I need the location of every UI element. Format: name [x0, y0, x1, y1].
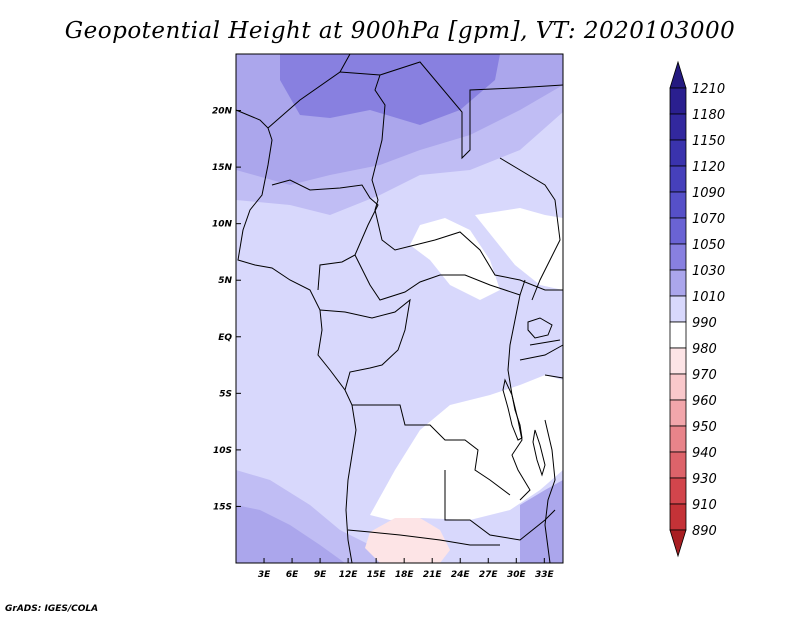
colorbar-bottom-arrow: [669, 529, 687, 558]
colorbar-swatch: [669, 269, 687, 297]
colorbar-label: 990: [692, 316, 717, 331]
border-angola: [352, 404, 511, 496]
lat-tick-label: 15S: [213, 502, 232, 512]
colorbar-label: 1120: [692, 160, 725, 175]
colorbar-swatch: [669, 87, 687, 115]
colorbar: 1210 1180 1150 1120 1090 1070 1050 1030 1010 990 9…: [669, 60, 725, 558]
field-region-southeast: [520, 480, 563, 563]
field-region-southwest-high: [236, 505, 345, 563]
border-niger-chad: [339, 61, 564, 160]
colorbar-swatch: [669, 165, 687, 193]
colorbar-swatch: [669, 295, 687, 323]
lat-tick-label: 5S: [219, 389, 232, 399]
colorbar-label: 1150: [692, 134, 725, 149]
border-mozambique: [544, 419, 556, 564]
lon-tick-label: 15E: [367, 570, 387, 580]
lon-tick-label: 27E: [479, 570, 499, 580]
lon-tick-label: 18E: [395, 570, 415, 580]
lat-tick-label: 10S: [213, 446, 232, 456]
colorbar-label: 1050: [692, 238, 725, 253]
lat-tick-label: 20N: [212, 107, 233, 117]
lon-tick-label: 12E: [339, 570, 359, 580]
field-region-south-low: [370, 375, 563, 520]
lat-tick-label: 10N: [212, 220, 233, 230]
colorbar-label: 890: [692, 524, 717, 539]
lon-tick-label: 3E: [258, 570, 271, 580]
lon-axis: 3E 6E 9E 12E 15E 18E 21E 24E 27E 30E 33E: [258, 558, 555, 580]
border-sudan-south: [434, 231, 563, 291]
border-zambia: [444, 470, 556, 541]
coastline-west: [235, 109, 357, 564]
footer-credit: GrADS: IGES/COLA: [5, 604, 99, 614]
colorbar-swatch: [669, 425, 687, 453]
colorbar-swatch: [669, 321, 687, 349]
colorbar-label: 1090: [692, 186, 725, 201]
border-sahel: [267, 53, 351, 129]
colorbar-swatch: [669, 113, 687, 141]
lake-victoria: [527, 317, 553, 339]
colorbar-top-arrow: [669, 60, 687, 89]
colorbar-label: 1030: [692, 264, 725, 279]
plot-frame: [235, 53, 564, 564]
lon-tick-label: 30E: [507, 570, 527, 580]
colorbar-label: 910: [692, 498, 717, 513]
colorbar-swatch: [669, 477, 687, 505]
lon-tick-label: 6E: [286, 570, 299, 580]
colorbar-label: 980: [692, 342, 717, 357]
field-region-north-higher: [280, 54, 500, 125]
lat-tick-label: 5N: [218, 276, 232, 286]
colorbar-swatch: [669, 503, 687, 531]
lat-tick-label: EQ: [218, 333, 232, 343]
lon-tick-label: 21E: [423, 570, 443, 580]
colorbar-label: 930: [692, 472, 717, 487]
colorbar-label: 940: [692, 446, 717, 461]
lake-tanganyika: [502, 378, 523, 441]
colorbar-swatch: [669, 373, 687, 401]
border-nigeria: [271, 179, 379, 291]
lon-tick-label: 24E: [451, 570, 471, 580]
colorbar-label: 1180: [692, 108, 725, 123]
country-borders: [235, 53, 564, 564]
colorbar-label: 950: [692, 420, 717, 435]
colorbar-swatch: [669, 399, 687, 427]
colorbar-label: 960: [692, 394, 717, 409]
map-panel: 3E 6E 9E 12E 15E 18E 21E 24E 27E 30E 33E 20N 15N 10N…: [212, 53, 564, 580]
colorbar-swatch: [669, 217, 687, 245]
colorbar-swatch: [669, 191, 687, 219]
colorbar-label: 1070: [692, 212, 725, 227]
lat-tick-label: 15N: [212, 163, 233, 173]
map-title: Geopotential Height at 900hPa [gpm], VT:…: [64, 18, 736, 44]
field-region-south-lower: [365, 518, 450, 563]
east-africa-border: [499, 157, 561, 301]
colorbar-swatch: [669, 243, 687, 271]
border-tanzania: [519, 339, 564, 379]
colorbar-label: 1210: [692, 82, 725, 97]
colorbar-label: 1010: [692, 290, 725, 305]
lat-axis: 20N 15N 10N 5N EQ 5S 10S 15S: [212, 107, 241, 512]
field-region-east-low: [475, 208, 563, 290]
lake-malawi: [532, 429, 546, 477]
colorbar-label: 970: [692, 368, 717, 383]
border-car: [354, 254, 526, 301]
border-congo: [319, 298, 411, 391]
lon-tick-label: 9E: [314, 570, 327, 580]
border-chad-sudan: [371, 74, 436, 251]
border-angola-south: [347, 529, 500, 546]
colorbar-swatch: [669, 139, 687, 167]
colorbar-swatch: [669, 347, 687, 375]
lon-tick-label: 33E: [535, 570, 555, 580]
colorbar-swatch: [669, 451, 687, 479]
